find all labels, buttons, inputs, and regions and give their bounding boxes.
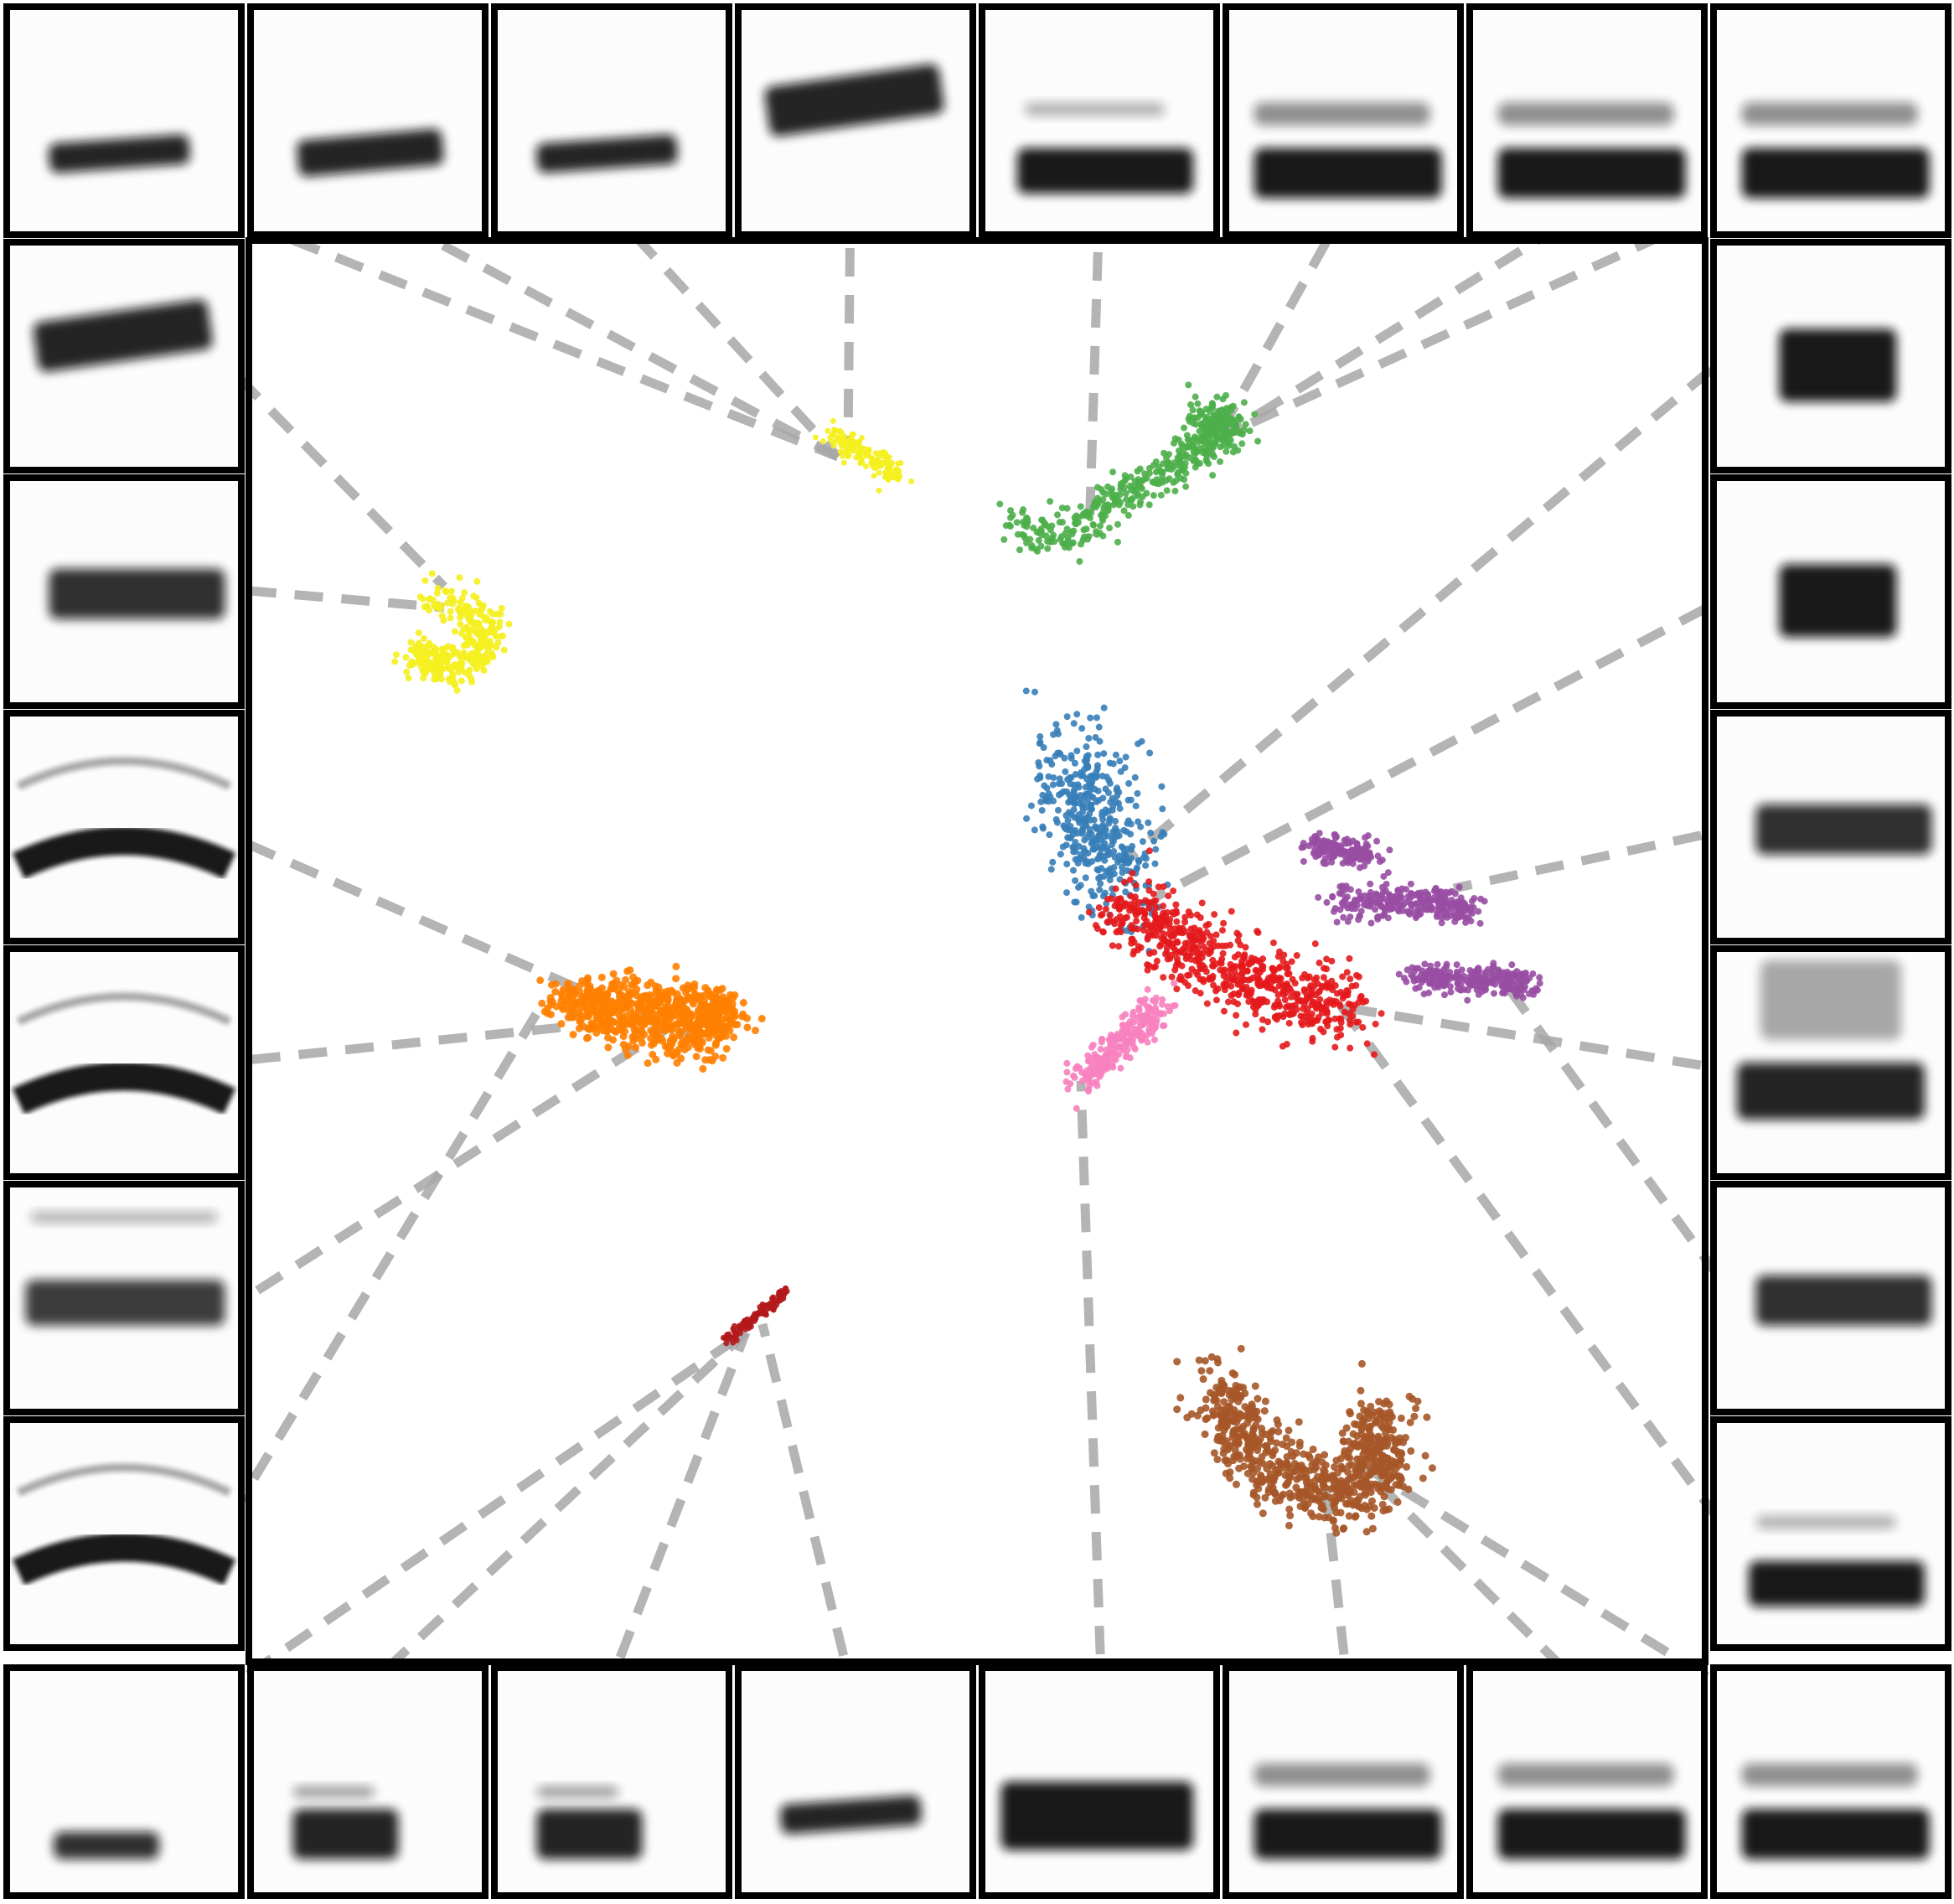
spectrogram-bottom-1 — [3, 1664, 245, 1899]
spectrogram-left-1 — [3, 239, 245, 473]
spectrogram-top-8 — [1710, 3, 1951, 238]
leader-line — [204, 1022, 571, 1069]
leader-line — [201, 1012, 540, 1561]
spectrogram-top-7 — [1466, 3, 1708, 238]
leader-line — [1331, 1001, 1748, 1078]
leader-line — [1355, 1458, 1750, 1705]
spectrogram-top-4 — [735, 3, 976, 238]
cluster-red — [1085, 847, 1385, 1058]
leader-line — [1336, 1002, 1751, 1562]
spectrogram-bottom-2 — [247, 1664, 488, 1899]
cluster-purple — [1315, 869, 1488, 927]
spectrogram-bottom-8 — [1710, 1664, 1951, 1899]
spectrogram-right-6 — [1710, 1416, 1951, 1651]
spectrogram-bottom-5 — [979, 1664, 1220, 1899]
spectrogram-bottom-7 — [1466, 1664, 1708, 1899]
leader-line — [757, 1322, 860, 1703]
spectrogram-right-1 — [1710, 239, 1951, 473]
leader-line — [349, 1328, 749, 1705]
leader-line — [1452, 820, 1749, 893]
leader-line — [843, 200, 856, 445]
leader-line — [1076, 1080, 1107, 1702]
spectrogram-right-5 — [1710, 1181, 1951, 1415]
cluster-dark-red-line — [720, 1285, 790, 1347]
spectrogram-top-3 — [491, 3, 732, 238]
spectrogram-top-1 — [3, 3, 245, 238]
spectrogram-top-5 — [979, 3, 1220, 238]
cluster-purple — [1298, 830, 1393, 872]
leader-line — [1119, 335, 1750, 867]
leader-line — [1154, 582, 1750, 901]
leader-line — [203, 200, 840, 462]
spectrogram-bottom-3 — [491, 1664, 732, 1899]
scatter-frame — [246, 237, 1708, 1665]
cluster-purple — [1395, 960, 1543, 1004]
cluster-green — [996, 381, 1262, 565]
spectrogram-right-3 — [1710, 710, 1951, 944]
spectrogram-left-3 — [3, 710, 245, 944]
cluster-yellow-upper — [812, 417, 915, 494]
spectrogram-top-2 — [247, 3, 488, 238]
spectrogram-bottom-6 — [1223, 1664, 1464, 1899]
spectrogram-right-4 — [1710, 945, 1951, 1180]
cluster-pink — [1062, 980, 1179, 1112]
cluster-brown — [1173, 1344, 1436, 1537]
spectrogram-right-2 — [1710, 474, 1951, 709]
leader-line — [206, 1328, 749, 1705]
leader-line — [215, 1022, 673, 1320]
spectrogram-tiles — [3, 3, 1951, 1899]
spectrogram-left-5 — [3, 1181, 245, 1415]
cluster-orange — [536, 962, 766, 1073]
leader-line — [1319, 1470, 1354, 1702]
leader-line — [1084, 204, 1104, 537]
spectrogram-top-6 — [1223, 3, 1464, 238]
scatter-plot — [391, 381, 1543, 1537]
spectrogram-bottom-4 — [735, 1664, 976, 1899]
spectrogram-left-2 — [3, 474, 245, 709]
leader-line — [202, 340, 447, 590]
cluster-yellow-left — [391, 570, 513, 694]
leader-line — [200, 582, 445, 613]
spectrogram-left-6 — [3, 1416, 245, 1651]
leader-line — [598, 1331, 751, 1703]
cluster-blue — [1022, 687, 1171, 955]
spectrogram-left-4 — [3, 945, 245, 1180]
